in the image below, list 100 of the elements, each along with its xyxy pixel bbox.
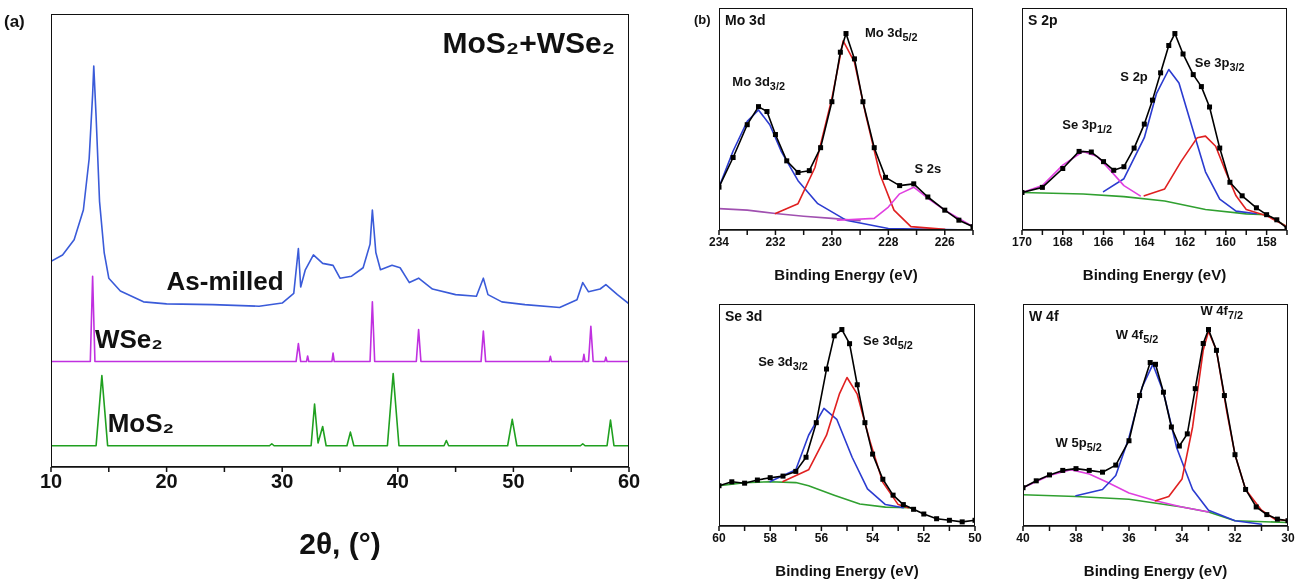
point <box>1206 327 1211 333</box>
point <box>1086 467 1092 473</box>
x-tick-label: 168 <box>1052 234 1074 249</box>
x-tick-label: 52 <box>917 530 931 545</box>
annotation: W 5p$_{5/2}$ <box>1055 435 1102 454</box>
x-tick-label: 56 <box>814 530 829 545</box>
point <box>767 475 773 481</box>
series-label: MoS₂ <box>107 407 175 438</box>
point <box>921 511 927 517</box>
point <box>837 49 843 55</box>
x-axis-title: 2θ, (°) <box>299 527 381 560</box>
point <box>1033 478 1039 484</box>
point <box>1176 443 1182 449</box>
chart-title: Se 3d <box>725 308 763 324</box>
point <box>824 366 830 372</box>
point <box>831 333 837 339</box>
x-tick-label: 30 <box>1281 530 1295 545</box>
point <box>1088 149 1094 155</box>
point <box>764 109 770 115</box>
x-tick-label: 160 <box>1215 234 1237 249</box>
x-tick-label: 60 <box>617 470 641 493</box>
x-tick-label: 50 <box>502 470 525 493</box>
point <box>1200 340 1206 346</box>
x-tick-label: 38 <box>1069 530 1083 545</box>
x-tick-label: 60 <box>712 530 726 545</box>
annotation: Se 3p$_{1/2}$ <box>1062 117 1113 135</box>
x-tick-label: 54 <box>865 530 880 545</box>
point <box>890 492 896 498</box>
annotation: Mo 3d$_{5/2}$ <box>864 25 918 43</box>
point <box>1274 516 1280 522</box>
annotation: Se 3d$_{3/2}$ <box>758 354 808 372</box>
point <box>1141 121 1147 127</box>
point <box>1232 452 1238 458</box>
point <box>1243 486 1249 492</box>
x-tick-label: 158 <box>1256 234 1277 249</box>
chart-title: S 2p <box>1028 12 1058 28</box>
point <box>1253 504 1259 510</box>
point <box>784 158 790 164</box>
point <box>1047 472 1052 478</box>
point <box>1253 205 1259 211</box>
point <box>1121 164 1127 170</box>
text: (a) <box>4 12 25 32</box>
x-tick-label: 20 <box>155 470 178 493</box>
point <box>854 382 860 388</box>
point <box>871 145 877 151</box>
point <box>1158 70 1164 76</box>
x-tick-label: 162 <box>1175 234 1196 249</box>
point <box>1073 466 1079 472</box>
point <box>729 479 735 485</box>
point <box>934 516 940 522</box>
x-axis-title: Binding Energy (eV) <box>1082 266 1227 283</box>
point <box>1213 347 1219 353</box>
annotation: Mo 3d$_{3/2}$ <box>732 74 785 93</box>
annotation: Se 3p$_{3/2}$ <box>1194 55 1245 74</box>
point <box>1264 512 1270 518</box>
annotation: S 2s <box>914 160 942 176</box>
point <box>1100 469 1105 475</box>
point <box>1126 438 1132 444</box>
point <box>1060 166 1066 172</box>
point <box>883 174 889 180</box>
point <box>1076 148 1082 154</box>
annotation: Se 3d$_{5/2}$ <box>863 333 913 351</box>
point <box>780 473 786 479</box>
point <box>1239 193 1245 199</box>
point <box>839 327 845 333</box>
point <box>1166 43 1172 49</box>
point <box>911 181 917 187</box>
x-tick-label: 228 <box>878 234 899 249</box>
point <box>742 480 748 486</box>
point <box>946 517 952 523</box>
point <box>1168 424 1174 430</box>
x-tick-label: 40 <box>386 470 409 493</box>
annotation: W 4f$_{5/2}$ <box>1115 327 1159 346</box>
x-axis-title: Binding Energy (eV) <box>775 562 919 579</box>
point <box>1060 467 1066 473</box>
x-tick-label: 34 <box>1175 530 1189 545</box>
x-tick-label: 170 <box>1011 234 1033 249</box>
point <box>1190 72 1196 78</box>
x-tick-label: 36 <box>1122 530 1136 545</box>
point <box>1101 159 1107 165</box>
x-tick-label: 10 <box>39 470 63 493</box>
point <box>1111 167 1117 173</box>
point <box>897 183 903 189</box>
x-tick-label: 232 <box>765 234 786 249</box>
point <box>803 454 809 460</box>
point <box>1221 393 1227 399</box>
point <box>900 502 906 508</box>
x-tick-label: 164 <box>1134 234 1155 249</box>
point <box>860 99 866 105</box>
point <box>1264 212 1270 218</box>
point <box>925 194 931 200</box>
x-tick-label: 166 <box>1093 234 1114 249</box>
point <box>1184 431 1190 437</box>
point <box>1149 97 1155 103</box>
point <box>829 99 835 105</box>
point <box>1039 184 1045 190</box>
point <box>730 155 736 161</box>
point <box>1172 31 1178 37</box>
point <box>818 145 824 151</box>
x-axis-title: Binding Energy (eV) <box>774 266 918 283</box>
